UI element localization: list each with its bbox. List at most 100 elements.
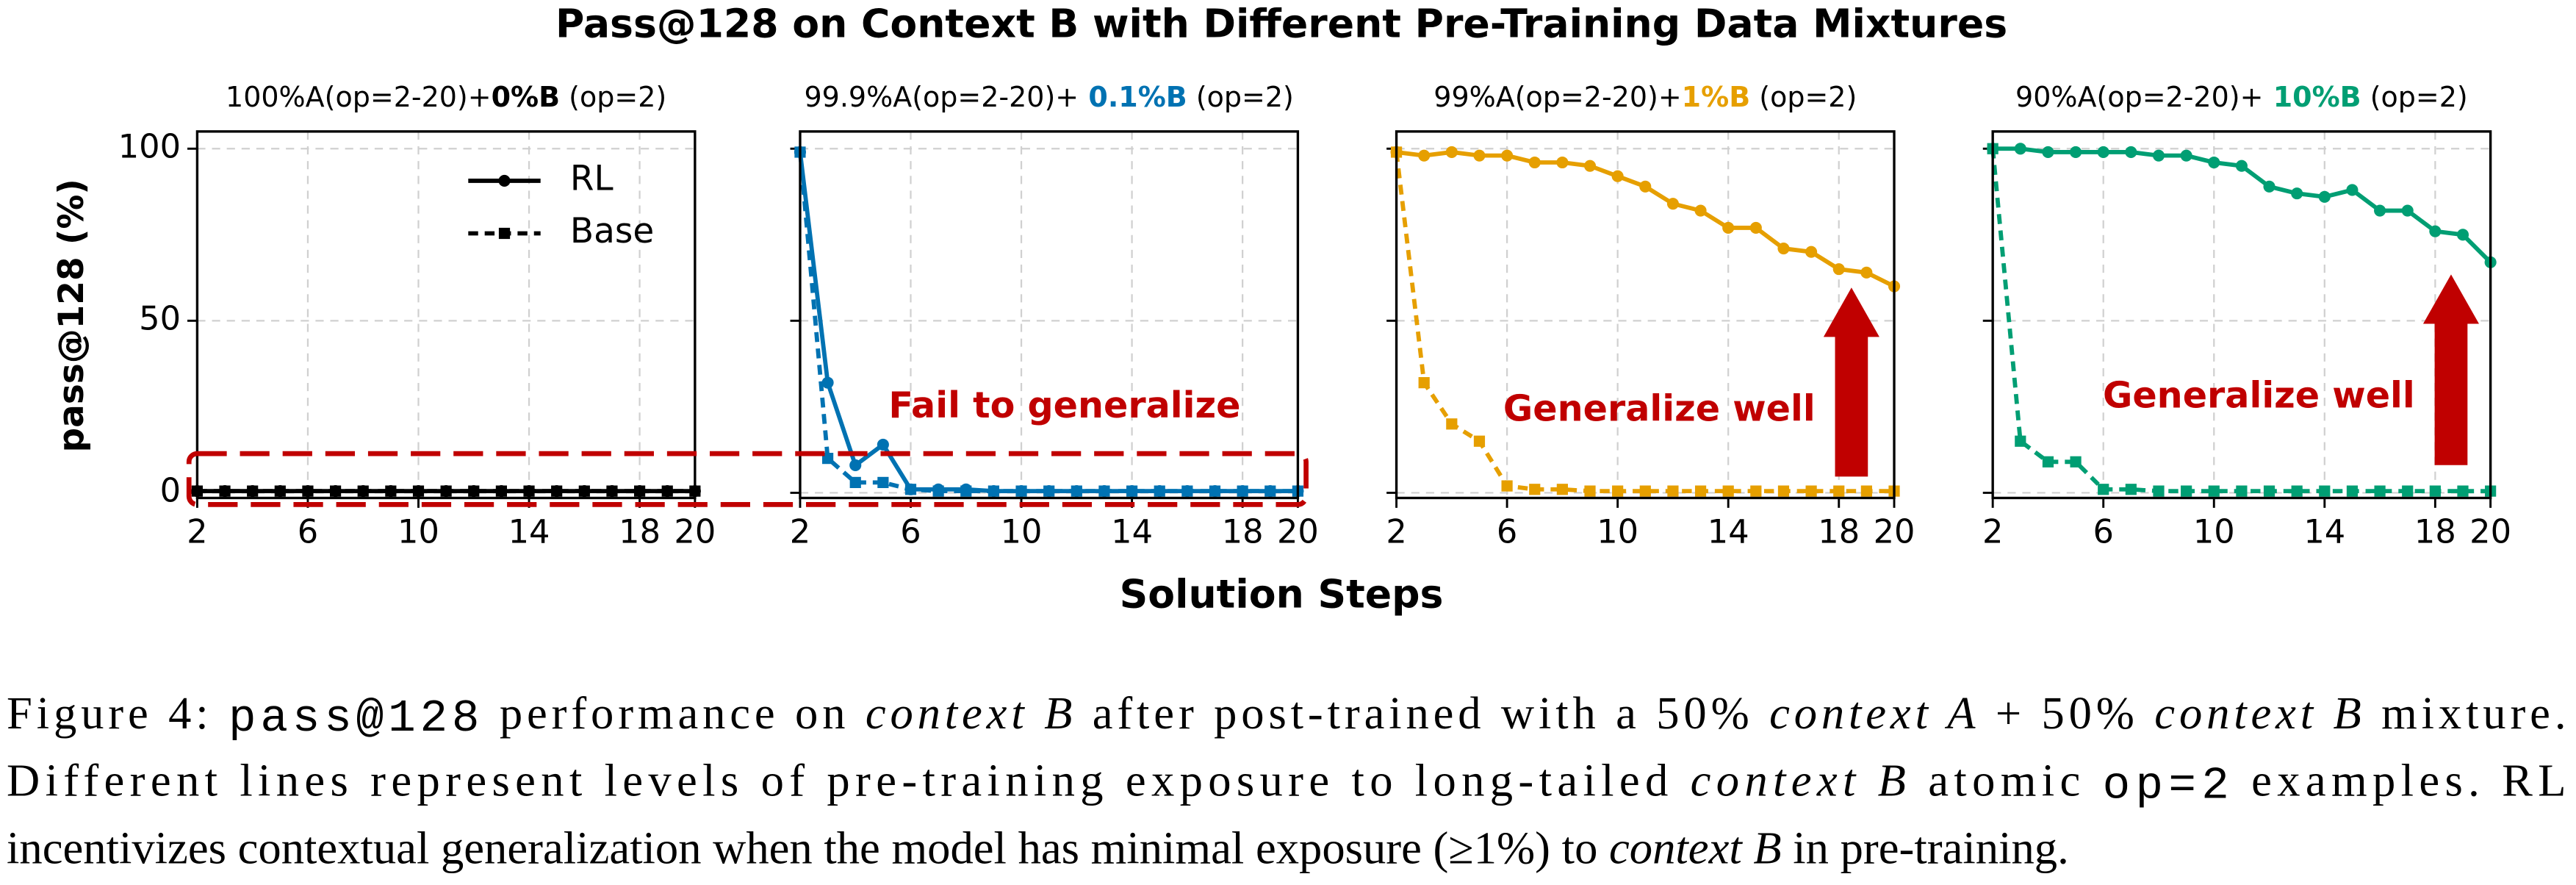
marker: [1639, 485, 1651, 497]
marker: [1694, 204, 1707, 217]
marker: [1446, 418, 1458, 430]
marker: [1722, 221, 1735, 234]
marker: [1418, 149, 1431, 162]
subplot-title-part: 100%A(op=2-20)+: [226, 81, 492, 113]
x-axis-label: Solution Steps: [1120, 570, 1444, 617]
marker: [440, 485, 452, 497]
marker: [849, 476, 861, 488]
marker: [1750, 485, 1762, 497]
marker: [1860, 485, 1872, 497]
marker: [2208, 156, 2220, 169]
subplot-title-part: 0.1%B: [1079, 81, 1187, 113]
marker: [2319, 485, 2331, 497]
marker: [2042, 146, 2054, 159]
marker: [2429, 485, 2441, 497]
subplot-title-part: 10%B: [2263, 81, 2361, 113]
x-tick-label: 2: [187, 512, 207, 551]
x-tick-label: 2: [790, 512, 810, 551]
series-line: [798, 151, 1298, 494]
series-line: [798, 151, 1298, 494]
caption-segment: context B: [1691, 755, 1906, 806]
subplot-title-part: 0%B: [492, 81, 560, 113]
marker: [960, 485, 972, 497]
marker: [2291, 187, 2303, 200]
marker: [2181, 485, 2192, 497]
x-tick-label: 20: [1277, 512, 1319, 551]
x-tick-label: 6: [2093, 512, 2113, 551]
marker: [1445, 146, 1458, 159]
marker: [661, 485, 673, 497]
marker: [2014, 143, 2026, 155]
x-tick-label: 14: [508, 512, 550, 551]
marker: [2070, 146, 2082, 159]
marker: [2374, 204, 2386, 217]
marker: [385, 485, 397, 497]
marker: [904, 484, 917, 495]
series-line: [1396, 150, 1896, 289]
marker: [932, 485, 944, 497]
marker: [1611, 170, 1624, 182]
marker: [2401, 204, 2414, 217]
marker: [247, 485, 259, 497]
marker: [523, 485, 535, 497]
marker: [606, 485, 618, 497]
marker: [1833, 485, 1845, 497]
subplot-title-part: 99%A(op=2-20)+: [1433, 81, 1681, 113]
marker: [2263, 180, 2275, 193]
x-tick-label: 6: [298, 512, 318, 551]
marker: [2125, 484, 2137, 495]
marker: [1528, 156, 1541, 169]
x-tick-label: 14: [1111, 512, 1153, 551]
subplot-title-part: 1%B: [1682, 81, 1750, 113]
subplot-title-part: (op=2): [2361, 81, 2468, 113]
caption-segment: incentivizes contextual generalization w…: [7, 823, 1609, 874]
marker: [2374, 485, 2386, 497]
figure-title: Pass@128 on Context B with Different Pre…: [555, 0, 2007, 46]
marker: [2097, 146, 2109, 159]
marker: [468, 485, 480, 497]
x-tick-label: 20: [674, 512, 716, 551]
marker: [2346, 184, 2359, 196]
marker: [1154, 485, 1165, 497]
marker: [1501, 149, 1514, 162]
axes-frame: [1395, 130, 1896, 500]
marker: [2098, 484, 2109, 495]
subplot-title-part: (op=2): [560, 81, 666, 113]
x-tick-label: 10: [397, 512, 439, 551]
x-tick-label: 14: [1708, 512, 1749, 551]
marker: [1473, 435, 1486, 447]
marker: [2042, 456, 2054, 467]
marker: [1639, 180, 1652, 193]
marker: [2153, 485, 2165, 497]
marker: [2180, 149, 2192, 162]
caption-segment: in pre-training.: [1782, 823, 2069, 874]
marker: [1805, 246, 1818, 258]
caption-segment: Figure 4:: [7, 687, 224, 739]
marker: [2402, 485, 2414, 497]
marker: [2429, 225, 2442, 237]
x-tick-label: 14: [2303, 512, 2345, 551]
marker: [498, 227, 511, 240]
marker: [498, 174, 511, 187]
y-tick-label: 50: [139, 298, 181, 337]
subplot-title-part: (op=2): [1750, 81, 1857, 113]
marker: [412, 485, 425, 497]
y-tick-label: 100: [118, 126, 181, 165]
marker: [1501, 480, 1513, 492]
marker: [849, 459, 862, 472]
legend-label: RL: [570, 158, 614, 198]
marker: [877, 438, 889, 451]
caption-segment: context B: [2154, 687, 2361, 739]
annotation: Generalize well: [2103, 374, 2415, 417]
caption-segment: atomic: [1911, 755, 2097, 806]
marker: [1694, 485, 1707, 497]
x-tick-label: 10: [2193, 512, 2235, 551]
marker: [1805, 485, 1817, 497]
marker: [2125, 146, 2137, 159]
marker: [1777, 242, 1790, 255]
x-tick-label: 20: [1874, 512, 1915, 551]
marker: [1860, 266, 1873, 279]
caption-line: Figure 4: pass@128 performance on contex…: [7, 687, 2566, 744]
marker: [1749, 221, 1762, 234]
caption-segment: performance on: [483, 687, 861, 739]
